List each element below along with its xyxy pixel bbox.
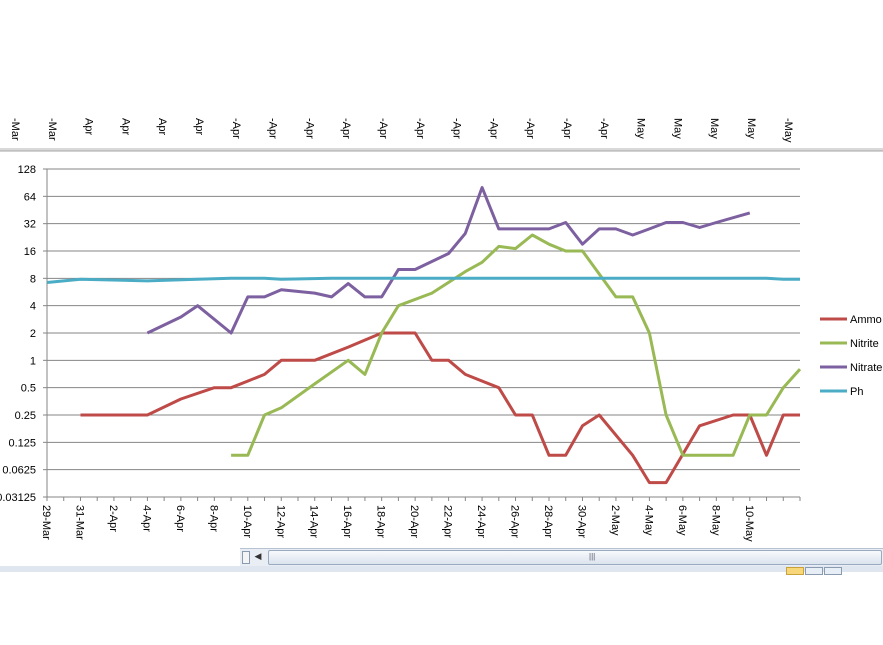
grip-icon: |||: [589, 552, 596, 561]
x-tick-label: 31-Mar: [73, 505, 85, 540]
y-tick-label: 0.0625: [2, 465, 36, 477]
x-tick-label: 8-May: [709, 505, 721, 536]
legend-label-nitrate: Nitrate: [850, 362, 882, 374]
x-tick-label: 12-Apr: [274, 505, 286, 538]
x-tick-label: 16-Apr: [341, 505, 353, 538]
header-label: -Apr: [230, 118, 242, 139]
x-tick-label: 6-May: [676, 505, 688, 536]
header-label: Apr: [156, 118, 168, 135]
x-tick-label: 24-Apr: [475, 505, 487, 538]
header-label: -Apr: [340, 118, 352, 139]
header-label: Apr: [83, 118, 95, 135]
x-tick-label: 14-Apr: [308, 505, 320, 538]
x-tick-label: 6-Apr: [174, 505, 186, 532]
y-tick-label: 0.25: [15, 410, 36, 422]
y-tick-label: 8: [30, 273, 36, 285]
y-tick-label: 64: [24, 191, 36, 203]
header-label: -Apr: [303, 118, 315, 139]
header-label: -Apr: [487, 118, 499, 139]
split-handle[interactable]: [242, 551, 250, 564]
x-tick-label: 4-May: [642, 505, 654, 536]
series-line-nitrite: [231, 233, 802, 457]
header-label: -Apr: [267, 118, 279, 139]
y-tick-label: 1: [30, 355, 36, 367]
header-label: Apr: [119, 118, 131, 135]
x-tick-label: 8-Apr: [207, 505, 219, 532]
x-tick-label: 2-Apr: [107, 505, 119, 532]
x-tick-label: 29-Mar: [40, 505, 52, 540]
column-header-strip: -Mar -Mar Apr Apr Apr Apr -Apr -Apr -Apr -Apr -Apr…: [0, 118, 883, 152]
y-tick-label: 4: [30, 301, 36, 313]
legend-label-ph: Ph: [850, 386, 863, 398]
header-label: -Apr: [377, 118, 389, 139]
normal-view-button[interactable]: [786, 567, 804, 575]
header-label: -Apr: [598, 118, 610, 139]
header-divider: [0, 148, 883, 151]
scroll-left-arrow-icon[interactable]: ◀: [254, 551, 262, 561]
header-label: May: [635, 118, 647, 139]
y-tick-label: 32: [24, 219, 36, 231]
header-label: May: [745, 118, 757, 139]
horizontal-scrollbar[interactable]: ◀ |||: [240, 548, 883, 567]
x-tick-label: 26-Apr: [509, 505, 521, 538]
x-tick-label: 4-Apr: [140, 505, 152, 532]
status-bar: [0, 566, 883, 572]
header-label: -Apr: [524, 118, 536, 139]
y-axis: 128 64 32 16 8 4 2 1 0.5 0.25 0.125 0.0625 0.03125: [0, 164, 48, 504]
y-tick-label: 128: [18, 164, 36, 176]
page-layout-view-button[interactable]: [805, 567, 823, 575]
header-label: May: [708, 118, 720, 139]
x-axis: 29-Mar 31-Mar 2-Apr 4-Apr 6-Apr 8-Apr 10-Apr 12…: [40, 496, 801, 542]
x-tick-label: 22-Apr: [442, 505, 454, 538]
header-label: Apr: [193, 118, 205, 135]
header-label: -May: [782, 118, 794, 143]
x-tick-label: 10-Apr: [241, 505, 253, 538]
header-label: -Apr: [414, 118, 426, 139]
page-break-view-button[interactable]: [824, 567, 842, 575]
legend-label-nitrite: Nitrite: [850, 338, 879, 350]
y-tick-label: 0.125: [8, 437, 36, 449]
y-tick-label: 16: [24, 246, 36, 258]
x-tick-label: 10-May: [743, 505, 755, 542]
y-tick-label: 0.03125: [0, 492, 36, 504]
x-tick-label: 20-Apr: [408, 505, 420, 538]
series-layer: [46, 186, 802, 485]
header-label: -Mar: [46, 118, 58, 141]
legend: Ammo Nitrite Nitrate Ph: [820, 314, 882, 398]
legend-label-ammonia: Ammo: [850, 314, 882, 326]
y-tick-label: 0.5: [21, 383, 36, 395]
y-tick-label: 2: [30, 328, 36, 340]
scroll-thumb[interactable]: |||: [268, 550, 882, 565]
x-tick-label: 18-Apr: [375, 505, 387, 538]
x-tick-label: 28-Apr: [542, 505, 554, 538]
header-label: May: [671, 118, 683, 139]
x-tick-label: 2-May: [609, 505, 621, 536]
header-label: -Apr: [451, 118, 463, 139]
series-line-ph: [46, 276, 800, 284]
header-label: -Apr: [561, 118, 573, 139]
header-label: -Mar: [9, 118, 21, 141]
x-tick-label: 30-Apr: [575, 505, 587, 538]
series-line-nitrate: [146, 186, 751, 335]
series-line-ammonia: [80, 331, 800, 485]
